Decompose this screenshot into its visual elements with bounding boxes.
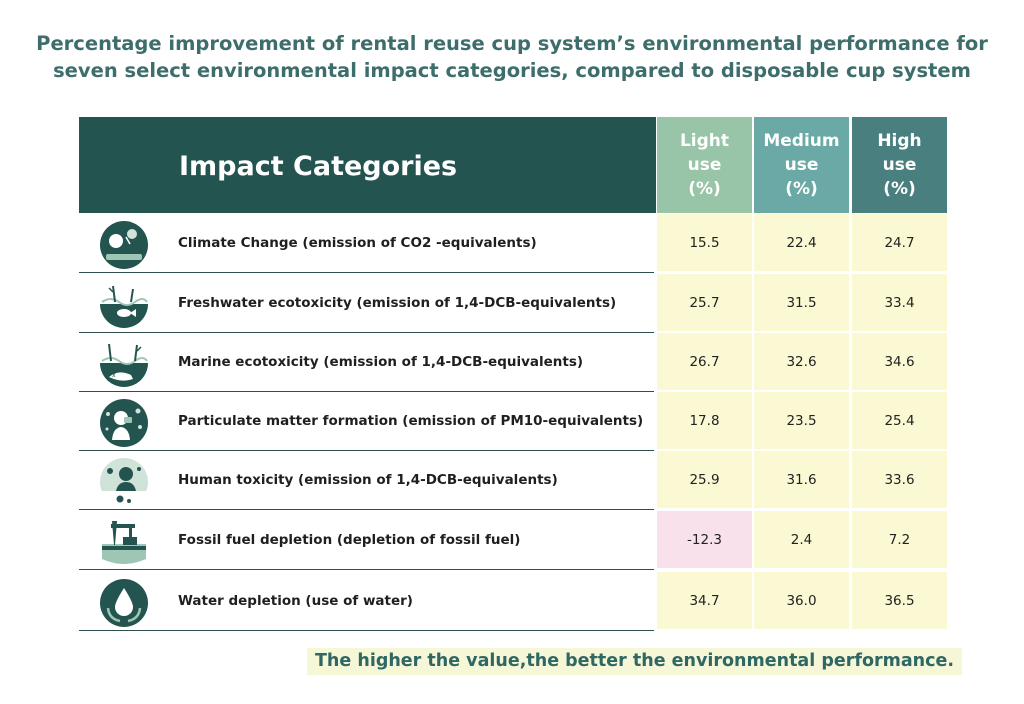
footnote: The higher the value,the better the envi… xyxy=(307,648,963,675)
category-label: Fossil fuel depletion (depletion of foss… xyxy=(178,532,521,548)
row-divider xyxy=(79,331,654,333)
table-row: Water depletion (use of water) 34.7 36.0… xyxy=(79,572,949,631)
impact-categories-header-label: Impact Categories xyxy=(179,151,458,182)
chart-title-line: Percentage improvement of rental reuse c… xyxy=(36,32,988,55)
human-toxicity-icon xyxy=(100,458,148,506)
header-line: (%) xyxy=(688,179,721,199)
header-line: use xyxy=(687,155,722,175)
header-line: (%) xyxy=(883,179,916,199)
light-use-value: 15.5 xyxy=(657,214,752,271)
category-label: Marine ecotoxicity (emission of 1,4-DCB-… xyxy=(178,354,584,370)
light-use-value: 26.7 xyxy=(657,333,752,390)
row-divider xyxy=(79,629,654,631)
table-row: Human toxicity (emission of 1,4-DCB-equi… xyxy=(79,451,949,510)
particulate-matter-icon xyxy=(100,399,148,447)
header-line: Light xyxy=(679,131,730,151)
high-use-value: 34.6 xyxy=(852,333,947,390)
row-divider xyxy=(79,568,654,570)
row-divider xyxy=(79,271,654,273)
row-divider xyxy=(79,390,654,392)
header-line: Medium xyxy=(763,131,840,151)
medium-use-value: 22.4 xyxy=(754,214,849,271)
table-row: x Marine ecotoxicity (emission of 1,4-DC… xyxy=(79,333,949,392)
high-use-value: 7.2 xyxy=(852,511,947,568)
climate-change-icon xyxy=(100,221,148,269)
light-use-value: 25.9 xyxy=(657,451,752,508)
light-use-value: -12.3 xyxy=(657,511,752,568)
row-divider xyxy=(79,508,654,510)
category-label: Human toxicity (emission of 1,4-DCB-equi… xyxy=(178,472,558,488)
chart-title: Percentage improvement of rental reuse c… xyxy=(20,30,1004,84)
category-label: Water depletion (use of water) xyxy=(178,593,413,609)
high-use-value: 25.4 xyxy=(852,392,947,449)
fossil-fuel-icon xyxy=(102,521,146,564)
chart-title-line: seven select environmental impact catego… xyxy=(53,59,971,82)
category-label: Particulate matter formation (emission o… xyxy=(178,413,644,429)
svg-text:x: x xyxy=(112,372,116,379)
light-use-value: 17.8 xyxy=(657,392,752,449)
light-use-value: 34.7 xyxy=(657,572,752,629)
freshwater-ecotoxicity-icon xyxy=(100,285,148,328)
marine-ecotoxicity-icon: x xyxy=(100,343,148,387)
high-use-value: 36.5 xyxy=(852,572,947,629)
light-use-value: 25.7 xyxy=(657,274,752,331)
medium-use-value: 2.4 xyxy=(754,511,849,568)
high-use-value: 24.7 xyxy=(852,214,947,271)
high-use-value: 33.4 xyxy=(852,274,947,331)
medium-use-value: 23.5 xyxy=(754,392,849,449)
medium-use-header: Medium use (%) xyxy=(754,117,849,213)
header-line: use xyxy=(882,155,917,175)
high-use-value: 33.6 xyxy=(852,451,947,508)
row-divider xyxy=(79,449,654,451)
medium-use-value: 31.5 xyxy=(754,274,849,331)
header-line: (%) xyxy=(785,179,818,199)
medium-use-value: 32.6 xyxy=(754,333,849,390)
category-label: Freshwater ecotoxicity (emission of 1,4-… xyxy=(178,295,617,311)
header-line: use xyxy=(784,155,819,175)
high-use-header: High use (%) xyxy=(852,117,947,213)
header-line: High xyxy=(877,131,922,151)
medium-use-value: 31.6 xyxy=(754,451,849,508)
table-row: Fossil fuel depletion (depletion of foss… xyxy=(79,511,949,570)
light-use-header: Light use (%) xyxy=(657,117,752,213)
table-row: Climate Change (emission of CO2 -equival… xyxy=(79,214,949,273)
category-label: Climate Change (emission of CO2 -equival… xyxy=(178,235,537,251)
table-row: Freshwater ecotoxicity (emission of 1,4-… xyxy=(79,274,949,333)
table-row: Particulate matter formation (emission o… xyxy=(79,392,949,451)
impact-categories-header: Impact Categories xyxy=(79,117,656,213)
water-drop-icon xyxy=(100,579,148,627)
medium-use-value: 36.0 xyxy=(754,572,849,629)
